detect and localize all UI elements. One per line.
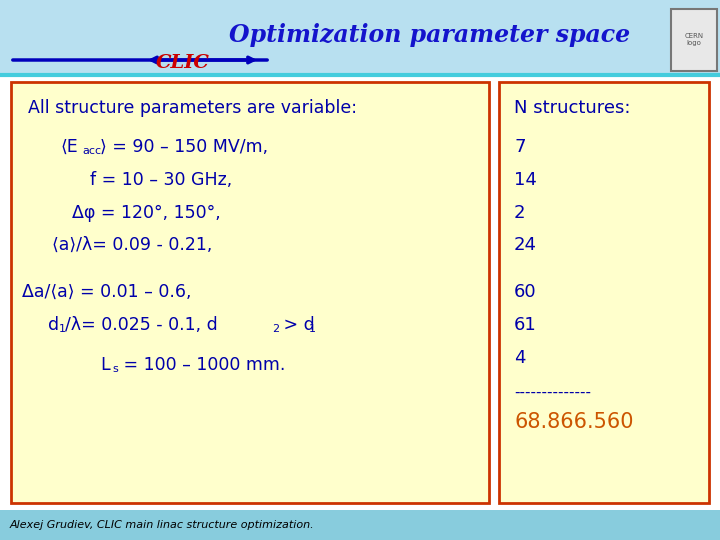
Text: 61: 61 bbox=[514, 316, 536, 334]
Text: acc: acc bbox=[82, 146, 101, 156]
Text: Δφ = 120°, 150°,: Δφ = 120°, 150°, bbox=[72, 204, 221, 222]
Text: 24: 24 bbox=[514, 236, 537, 254]
Text: 2: 2 bbox=[272, 324, 279, 334]
Text: s: s bbox=[112, 364, 118, 374]
Text: CERN
logo: CERN logo bbox=[685, 33, 703, 46]
Text: 1: 1 bbox=[59, 324, 66, 334]
Text: All structure parameters are variable:: All structure parameters are variable: bbox=[28, 99, 357, 117]
Text: Alexej Grudiev, CLIC main linac structure optimization.: Alexej Grudiev, CLIC main linac structur… bbox=[10, 520, 315, 530]
Text: --------------: -------------- bbox=[514, 384, 591, 400]
Bar bbox=[0, 0, 720, 75]
Text: 4: 4 bbox=[514, 349, 526, 367]
Text: d: d bbox=[48, 316, 59, 334]
Text: 7: 7 bbox=[514, 138, 526, 156]
Text: 1: 1 bbox=[309, 324, 316, 334]
Text: f = 10 – 30 GHz,: f = 10 – 30 GHz, bbox=[90, 171, 233, 189]
FancyBboxPatch shape bbox=[11, 82, 489, 503]
Text: 14: 14 bbox=[514, 171, 537, 189]
Text: /λ= 0.025 - 0.1, d: /λ= 0.025 - 0.1, d bbox=[65, 316, 217, 334]
Text: N structures:: N structures: bbox=[514, 99, 631, 117]
Bar bbox=[0, 510, 720, 540]
Text: L: L bbox=[100, 356, 109, 374]
Text: = 100 – 1000 mm.: = 100 – 1000 mm. bbox=[118, 356, 285, 374]
FancyBboxPatch shape bbox=[499, 82, 709, 503]
Text: ⟨E: ⟨E bbox=[60, 138, 78, 156]
Text: Optimization parameter space: Optimization parameter space bbox=[230, 23, 631, 47]
Text: 2: 2 bbox=[514, 204, 526, 222]
Text: ⟨a⟩/λ= 0.09 - 0.21,: ⟨a⟩/λ= 0.09 - 0.21, bbox=[52, 236, 212, 254]
Text: 68.866.560: 68.866.560 bbox=[514, 412, 634, 432]
Text: ⟩ = 90 – 150 MV/m,: ⟩ = 90 – 150 MV/m, bbox=[100, 138, 268, 156]
FancyBboxPatch shape bbox=[671, 9, 717, 71]
Text: 60: 60 bbox=[514, 283, 536, 301]
Text: Δa/⟨a⟩ = 0.01 – 0.6,: Δa/⟨a⟩ = 0.01 – 0.6, bbox=[22, 283, 192, 301]
Text: > d: > d bbox=[278, 316, 315, 334]
Text: CLIC: CLIC bbox=[156, 54, 210, 72]
